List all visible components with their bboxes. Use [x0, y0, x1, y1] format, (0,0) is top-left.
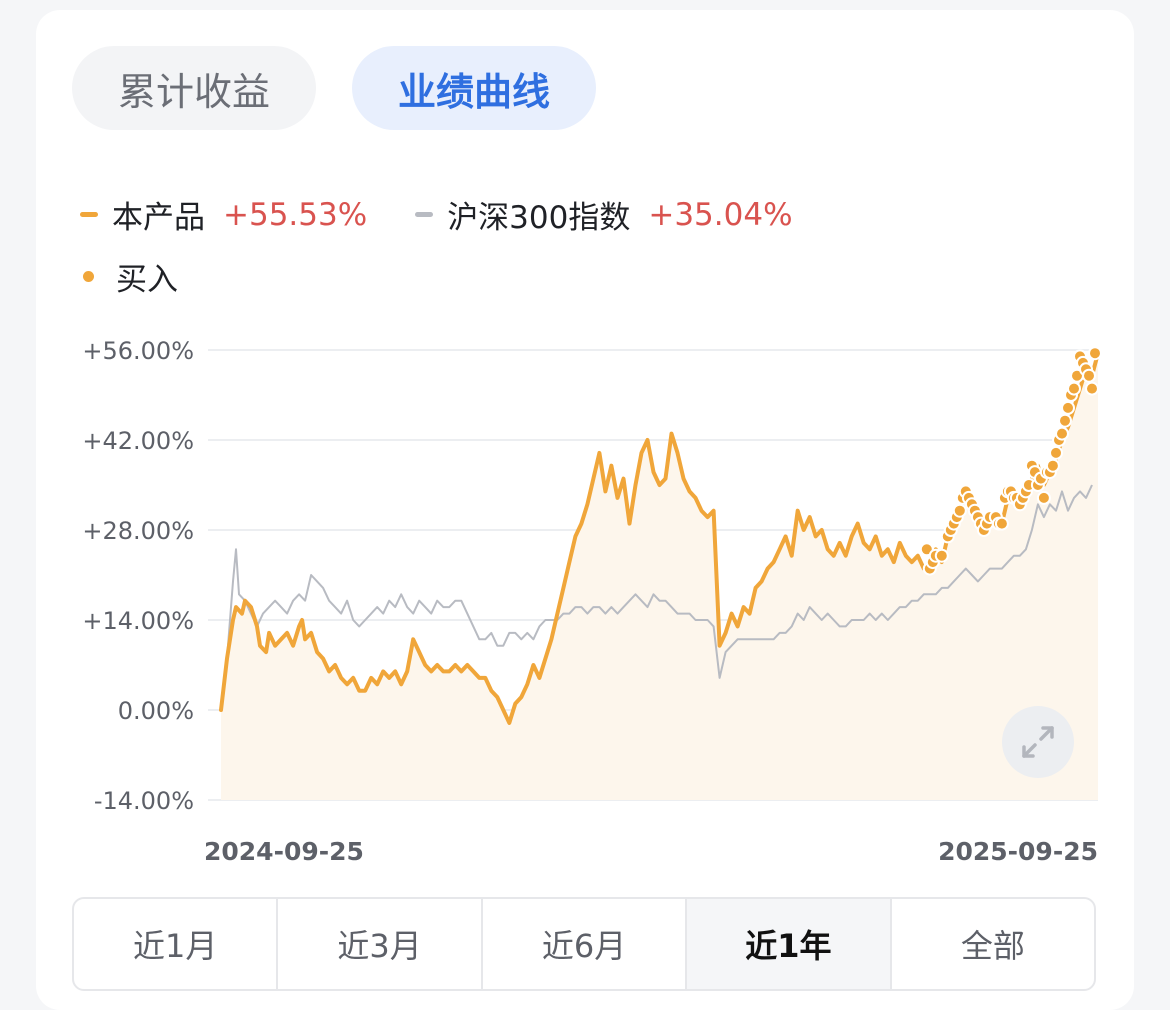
buy-point	[994, 516, 1009, 531]
buy-point	[1082, 368, 1096, 383]
legend-index: 沪深300指数 +35.04%	[415, 192, 793, 237]
range-3-months[interactable]: 近3月	[278, 899, 483, 989]
performance-chart: +56.00% +42.00% +28.00% +14.00% 0.00% -14.00%…	[82, 337, 1102, 866]
buy-point	[1058, 413, 1072, 428]
buy-point	[934, 548, 949, 563]
x-tick-label: 2025-09-25	[938, 837, 1098, 866]
product-area	[221, 353, 1098, 800]
tab-cumulative-return[interactable]: 累计收益	[72, 46, 316, 130]
legend-index-label: 沪深300指数	[447, 200, 631, 236]
time-range-selector: 近1月 近3月 近6月 近1年 全部	[72, 897, 1096, 991]
buy-point	[1067, 381, 1081, 396]
legend-row: 本产品 +55.53% 沪深300指数 +35.04%	[80, 192, 841, 237]
y-tick-label: +56.00%	[82, 337, 194, 365]
buy-point	[1061, 400, 1075, 415]
buy-point	[1049, 445, 1063, 460]
product-line-swatch	[80, 212, 98, 217]
legend-product: 本产品 +55.53%	[80, 192, 367, 237]
range-6-months[interactable]: 近6月	[483, 899, 688, 989]
legend-buy-label: 买入	[116, 262, 178, 298]
performance-card: 累计收益 业绩曲线 本产品 +55.53% 沪深300指数 +35.04% 买入…	[36, 10, 1134, 1010]
buy-point	[1088, 346, 1102, 361]
y-tick-label: -14.00%	[94, 787, 194, 815]
expand-icon	[1022, 726, 1054, 758]
range-1-year[interactable]: 近1年	[687, 899, 892, 989]
view-tabs: 累计收益 业绩曲线	[72, 46, 596, 130]
expand-chart-button[interactable]	[1002, 706, 1074, 778]
buy-point	[1085, 381, 1099, 396]
index-line-swatch	[415, 212, 434, 217]
legend-product-change: +55.53%	[223, 196, 368, 233]
index-series-line	[220, 484, 1093, 711]
legend-index-change: +35.04%	[648, 196, 793, 233]
y-tick-label: 0.00%	[118, 697, 194, 725]
legend-product-label: 本产品	[112, 200, 205, 236]
y-tick-label: +14.00%	[82, 607, 194, 635]
y-tick-label: +42.00%	[82, 427, 194, 455]
buy-point	[1045, 458, 1060, 473]
range-1-month[interactable]: 近1月	[74, 899, 279, 989]
tab-performance-curve[interactable]: 业绩曲线	[352, 46, 596, 130]
x-tick-label: 2024-09-25	[204, 837, 364, 866]
buy-point	[1036, 490, 1051, 505]
buy-point	[952, 503, 967, 518]
y-tick-label: +28.00%	[82, 517, 194, 545]
buy-dot-swatch	[83, 271, 94, 282]
legend-row-buy: 买入	[80, 254, 178, 299]
range-all[interactable]: 全部	[960, 927, 1025, 965]
buy-point	[1055, 426, 1069, 441]
